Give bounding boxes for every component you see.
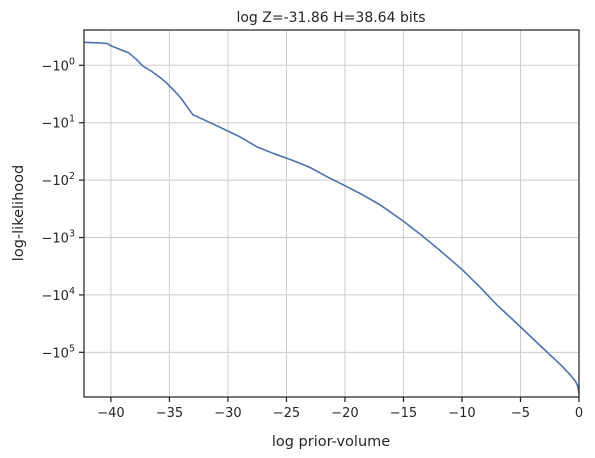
y-axis: −100 −101 −102 −103 −104 −105: [42, 56, 84, 361]
x-tick-label: −25: [273, 406, 300, 421]
x-tick-label: −30: [214, 406, 241, 421]
x-tick-label: −5: [511, 406, 530, 421]
x-tick-label: −10: [448, 406, 475, 421]
y-tick-label: −104: [42, 286, 75, 304]
y-axis-label: log-likelihood: [11, 165, 27, 261]
x-tick-label: −35: [156, 406, 183, 421]
grid: [84, 30, 580, 397]
y-tick-label: −105: [42, 343, 75, 361]
y-tick-label: −101: [42, 114, 75, 132]
series-line: [83, 41, 580, 394]
plot-frame: [83, 29, 580, 398]
y-tick-label: −103: [42, 229, 75, 247]
x-tick-label: −40: [97, 406, 124, 421]
chart-title: log Z=-31.86 H=38.64 bits: [236, 10, 425, 26]
x-tick-label: −15: [390, 406, 417, 421]
y-tick-label: −102: [42, 171, 75, 189]
x-tick-label: 0: [575, 406, 583, 421]
x-axis-label: log prior-volume: [272, 434, 390, 450]
y-tick-label: −100: [42, 56, 75, 74]
x-axis: −40 −35 −30 −25 −20 −15 −10 −5 0: [97, 397, 583, 421]
x-tick-label: −20: [331, 406, 358, 421]
